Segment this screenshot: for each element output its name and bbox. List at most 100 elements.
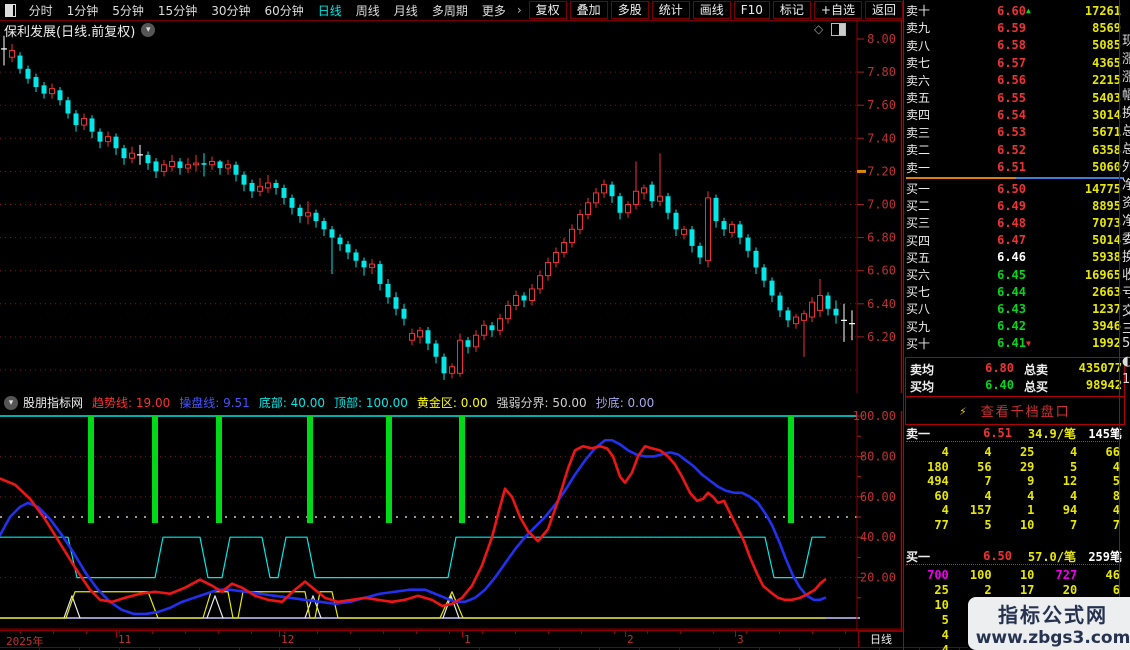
order-book-row[interactable]: 买五 6.46 5938 — [906, 249, 1121, 266]
order-book-row[interactable]: 卖六 6.56 2215 — [906, 72, 1121, 89]
candle — [489, 322, 495, 337]
level2-link[interactable]: ⚡ 查看千档盘口 — [905, 396, 1125, 425]
more-arrow-icon[interactable]: › — [516, 3, 522, 17]
period-tab-30分钟[interactable]: 30分钟 — [211, 3, 251, 18]
sell-queue-per: 34.9/笔 — [1027, 426, 1076, 441]
diamond-icon[interactable]: ◇ — [814, 22, 824, 36]
order-book-volume: 7073 — [1092, 215, 1121, 230]
candle — [465, 336, 471, 354]
period-tab-分时[interactable]: 分时 — [28, 3, 53, 18]
tool-button-+自选[interactable]: +自选 — [813, 1, 862, 19]
order-book-row[interactable]: 买八 6.43 1237 — [906, 300, 1121, 317]
sell-queue-row: 180 56 29 5 4 — [906, 460, 1120, 474]
order-book-row[interactable]: 买三 6.48 7073 — [906, 214, 1121, 231]
indicator-param: 操盘线: 9.51 — [179, 396, 250, 410]
order-book-row[interactable]: 卖九 6.59 8569 — [906, 19, 1121, 36]
tool-button-多股[interactable]: 多股 — [610, 1, 649, 19]
candle — [433, 340, 439, 364]
buy-queue-cell: 2 — [984, 583, 992, 597]
candle — [257, 178, 263, 197]
minor-tick — [20, 631, 21, 634]
window-layout-icon[interactable] — [5, 3, 16, 17]
order-book-row[interactable]: 卖四 6.54 3014 — [906, 106, 1121, 123]
order-book-volume: 16965 — [1084, 267, 1121, 282]
period-tab-月线[interactable]: 月线 — [393, 3, 418, 18]
candlestick-chart[interactable]: 8.00 7.80 7.60 7.40 7.20 7.00 6.80 6.60 6.40 6.20 — [0, 20, 903, 393]
order-book-row[interactable]: 买七 6.44 2663 — [906, 283, 1121, 300]
sell-queue-cell: 180 — [927, 459, 949, 474]
candle — [417, 326, 423, 344]
split-view-icon[interactable] — [831, 22, 847, 36]
tool-button-标记[interactable]: 标记 — [772, 1, 811, 19]
order-book-volume: 4365 — [1092, 55, 1121, 70]
order-book-row[interactable]: 卖一 6.51 5060 — [906, 159, 1121, 176]
order-book-row[interactable]: 买九 6.42 3946 — [906, 318, 1121, 335]
candle — [809, 297, 815, 323]
clipped-label-char: 亏 — [1122, 282, 1130, 301]
candle — [353, 249, 359, 268]
period-tab-日线[interactable]: 日线 — [317, 3, 342, 18]
period-tab-周线[interactable]: 周线 — [355, 3, 380, 18]
order-book-row[interactable]: 买四 6.47 5014 — [906, 232, 1121, 249]
indicator-collapse-icon[interactable]: ▾ — [4, 395, 18, 410]
tool-button-画线[interactable]: 画线 — [692, 1, 731, 19]
watermark-url: www.zbgs3.com — [975, 628, 1130, 648]
candle — [49, 83, 55, 99]
candle — [185, 158, 191, 174]
order-book-row[interactable]: 买十 6.41 ▼ 1992 — [906, 335, 1121, 352]
sell-queue-cell: 29 — [1019, 459, 1035, 474]
candle — [825, 292, 831, 316]
sell-queue-cell: 157 — [969, 503, 992, 518]
candle — [105, 131, 111, 147]
candle — [481, 320, 487, 341]
buy-queue-cell: 727 — [1055, 568, 1078, 582]
indicator-chart[interactable]: 100.00 80.00 60.00 40.00 20.00 — [0, 411, 903, 630]
sell-queue-cell: 4 — [941, 503, 949, 518]
price-axis-label: 6.80 — [867, 231, 896, 245]
order-book-level: 买四 — [906, 233, 931, 248]
minor-tick — [746, 631, 747, 634]
sell-avg-value: 6.80 — [985, 361, 1014, 375]
order-book-row[interactable]: 卖七 6.57 4365 — [906, 54, 1121, 71]
month-label: 2 — [627, 633, 634, 646]
order-book-level: 买九 — [906, 319, 931, 334]
candle — [297, 204, 303, 223]
order-book-row[interactable]: 卖五 6.55 5403 — [906, 89, 1121, 106]
buy-queue-cell: 10 — [1019, 568, 1035, 582]
candle — [33, 73, 39, 92]
order-book-row[interactable]: 卖二 6.52 6358 — [906, 141, 1121, 158]
order-book-row[interactable]: 卖三 6.53 5671 — [906, 124, 1121, 141]
order-book-row[interactable]: 卖十 6.60 ▲ 17261 — [906, 2, 1121, 19]
candle — [457, 333, 463, 377]
period-tab-60分钟[interactable]: 60分钟 — [264, 3, 304, 18]
order-book-row[interactable]: 买二 6.49 8895 — [906, 197, 1121, 214]
minor-tick — [548, 631, 549, 634]
indicator-param: 黄金区: 0.00 — [416, 396, 488, 410]
order-book-row[interactable]: 买一 6.50 14775 — [906, 180, 1121, 197]
tool-button-叠加[interactable]: 叠加 — [569, 1, 608, 19]
period-label-box[interactable]: 日线 — [858, 631, 904, 648]
period-tab-5分钟[interactable]: 5分钟 — [112, 3, 144, 18]
white-spike-line — [206, 595, 224, 619]
tool-button-统计[interactable]: 统计 — [651, 1, 690, 19]
tool-button-复权[interactable]: 复权 — [528, 1, 567, 19]
total-buy-value: 98942 — [1085, 378, 1122, 392]
order-book-row[interactable]: 买六 6.45 16965 — [906, 266, 1121, 283]
candle — [337, 234, 343, 251]
indicator-axis-label: 80.00 — [860, 449, 896, 463]
candle — [777, 292, 783, 318]
chevron-down-icon[interactable]: ▾ — [141, 23, 156, 37]
tool-button-返回[interactable]: 返回 — [864, 1, 903, 19]
buy-queue-cell: 4 — [941, 643, 949, 650]
sell-queue-row: 494 7 9 12 5 — [906, 474, 1120, 488]
period-tab-15分钟[interactable]: 15分钟 — [157, 3, 198, 18]
order-book-row[interactable]: 卖八 6.58 5085 — [906, 37, 1121, 54]
candle — [81, 113, 87, 131]
period-tab-更多[interactable]: 更多 — [481, 3, 506, 18]
buy-queue-cell: 25 — [934, 583, 949, 597]
tool-button-F10[interactable]: F10 — [733, 1, 770, 19]
period-tab-1分钟[interactable]: 1分钟 — [66, 3, 99, 18]
minor-tick — [251, 631, 252, 634]
period-tab-多周期[interactable]: 多周期 — [431, 3, 468, 18]
month-tick — [462, 631, 463, 637]
